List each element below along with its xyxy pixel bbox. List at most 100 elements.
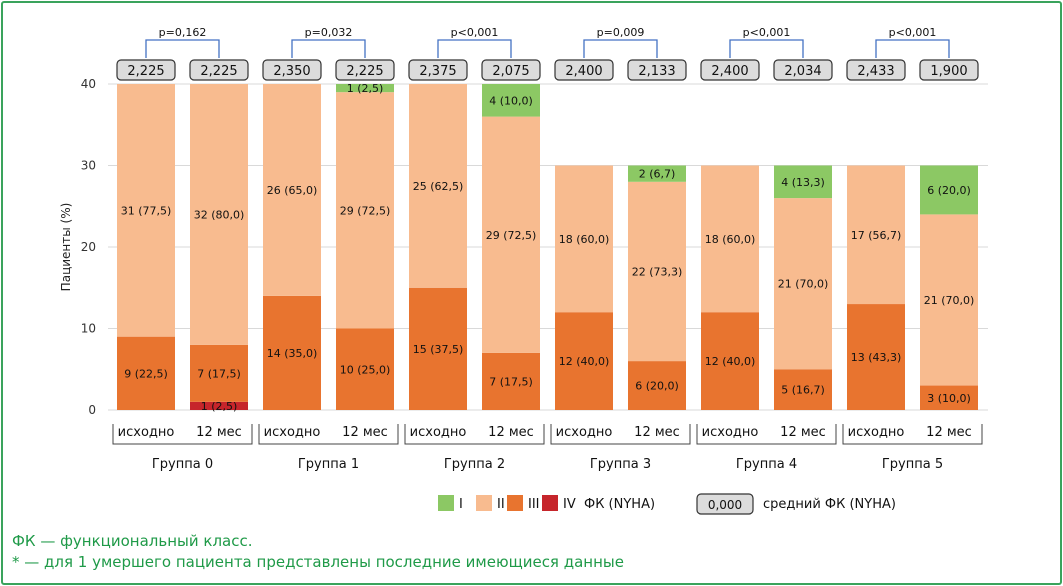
mean-fc-box xyxy=(408,59,468,81)
y-tick-label: 20 xyxy=(81,240,96,254)
bar-segment-class-III xyxy=(263,295,321,410)
bar-segment-class-III xyxy=(628,361,686,410)
mean-fc-value: 1,900 xyxy=(930,64,967,79)
significance-bracket xyxy=(729,39,804,58)
bar-segment-class-III xyxy=(847,304,905,410)
data-label: 4 (10,0) xyxy=(489,94,533,107)
x-category-label: исходно xyxy=(118,425,175,440)
data-label: 14 (35,0) xyxy=(267,347,318,360)
bar-segment-class-III xyxy=(701,312,759,410)
group-bracket xyxy=(404,424,545,445)
bar-segment-class-II xyxy=(117,84,175,337)
mean-fc-box xyxy=(846,59,906,81)
bar-segment-class-III xyxy=(117,336,175,410)
significance-bracket xyxy=(583,39,658,58)
data-label: 18 (60,0) xyxy=(705,233,756,246)
mean-fc-value: 2,225 xyxy=(346,64,383,79)
p-value-label: p<0,001 xyxy=(889,26,937,39)
group-label: Группа 4 xyxy=(736,457,797,472)
data-label: 1 (2,5) xyxy=(347,82,384,95)
bar-segment-class-II xyxy=(482,116,540,353)
data-label: 7 (17,5) xyxy=(489,375,533,388)
data-label: 2 (6,7) xyxy=(639,168,676,181)
mean-fc-value: 2,075 xyxy=(492,64,529,79)
bar-segment-class-III xyxy=(774,369,832,410)
x-category-label: 12 мес xyxy=(196,425,242,440)
x-category-label: 12 мес xyxy=(634,425,680,440)
footnote-abbreviation: ФК — функциональный класс. xyxy=(12,532,253,550)
data-label: 17 (56,7) xyxy=(851,229,902,242)
mean-fc-box xyxy=(189,59,249,81)
group-bracket xyxy=(696,424,837,445)
bar-segment-class-II xyxy=(701,165,759,313)
data-label: 1 (2,5) xyxy=(201,400,238,413)
p-value-label: p=0,009 xyxy=(597,26,645,39)
bar-segment-class-IV xyxy=(190,401,248,410)
legend-label-class-I: I xyxy=(459,497,463,512)
bar-segment-class-II xyxy=(263,84,321,296)
legend-label-class-IV: IV xyxy=(563,497,576,512)
mean-fc-box xyxy=(700,59,760,81)
x-category-label: 12 мес xyxy=(780,425,826,440)
y-tick-label: 30 xyxy=(81,159,96,173)
group-label: Группа 3 xyxy=(590,457,651,472)
p-value-label: p<0,001 xyxy=(743,26,791,39)
group-label: Группа 2 xyxy=(444,457,505,472)
legend-swatch-class-I xyxy=(438,495,454,511)
legend-classes-title: ФК (NYHA) xyxy=(584,497,655,512)
bar-segment-class-II xyxy=(555,165,613,313)
legend-mean-title: средний ФК (NYHA) xyxy=(763,497,896,512)
x-category-label: 12 мес xyxy=(926,425,972,440)
mean-fc-value: 2,400 xyxy=(711,64,748,79)
p-value-label: p=0,032 xyxy=(305,26,353,39)
data-label: 29 (72,5) xyxy=(486,229,537,242)
data-label: 15 (37,5) xyxy=(413,343,464,356)
mean-fc-box xyxy=(554,59,614,81)
legend-label-class-II: II xyxy=(497,497,505,512)
bar-segment-class-I xyxy=(774,165,832,199)
bar-segment-class-I xyxy=(920,165,978,215)
bar-segment-class-II xyxy=(336,92,394,329)
data-label: 3 (10,0) xyxy=(927,392,971,405)
legend-label-class-III: III xyxy=(528,497,540,512)
bar-segment-class-II xyxy=(409,84,467,288)
bar-segment-class-III xyxy=(190,344,248,402)
legend-swatch-class-IV xyxy=(542,495,558,511)
bar-segment-class-II xyxy=(628,181,686,362)
group-label: Группа 1 xyxy=(298,457,359,472)
mean-fc-value: 2,034 xyxy=(784,64,821,79)
mean-fc-value: 2,400 xyxy=(565,64,602,79)
p-value-label: p<0,001 xyxy=(451,26,499,39)
bar-segment-class-I xyxy=(628,165,686,182)
x-category-label: исходно xyxy=(556,425,613,440)
x-category-label: 12 мес xyxy=(488,425,534,440)
group-label: Группа 0 xyxy=(152,457,213,472)
data-label: 4 (13,3) xyxy=(781,176,825,189)
y-tick-label: 10 xyxy=(81,322,96,336)
data-label: 21 (70,0) xyxy=(778,278,829,291)
data-label: 12 (40,0) xyxy=(559,355,610,368)
group-bracket xyxy=(112,424,253,445)
mean-fc-box xyxy=(335,59,395,81)
significance-bracket xyxy=(291,39,366,58)
significance-bracket xyxy=(437,39,512,58)
bar-segment-class-II xyxy=(190,84,248,345)
x-category-label: исходно xyxy=(702,425,759,440)
mean-fc-value: 2,375 xyxy=(419,64,456,79)
data-label: 18 (60,0) xyxy=(559,233,610,246)
legend-swatch-class-III xyxy=(507,495,523,511)
mean-fc-box xyxy=(116,59,176,81)
x-category-label: исходно xyxy=(848,425,905,440)
group-label: Группа 5 xyxy=(882,457,943,472)
bar-segment-class-II xyxy=(774,198,832,370)
mean-fc-box xyxy=(773,59,833,81)
x-category-label: исходно xyxy=(264,425,321,440)
footnote-deceased-patient: * — для 1 умершего пациента представлены… xyxy=(12,553,624,571)
y-tick-label: 0 xyxy=(88,403,96,417)
data-label: 13 (43,3) xyxy=(851,351,902,364)
data-label: 6 (20,0) xyxy=(927,184,971,197)
data-label: 10 (25,0) xyxy=(340,363,391,376)
data-label: 22 (73,3) xyxy=(632,265,683,278)
mean-fc-box xyxy=(627,59,687,81)
